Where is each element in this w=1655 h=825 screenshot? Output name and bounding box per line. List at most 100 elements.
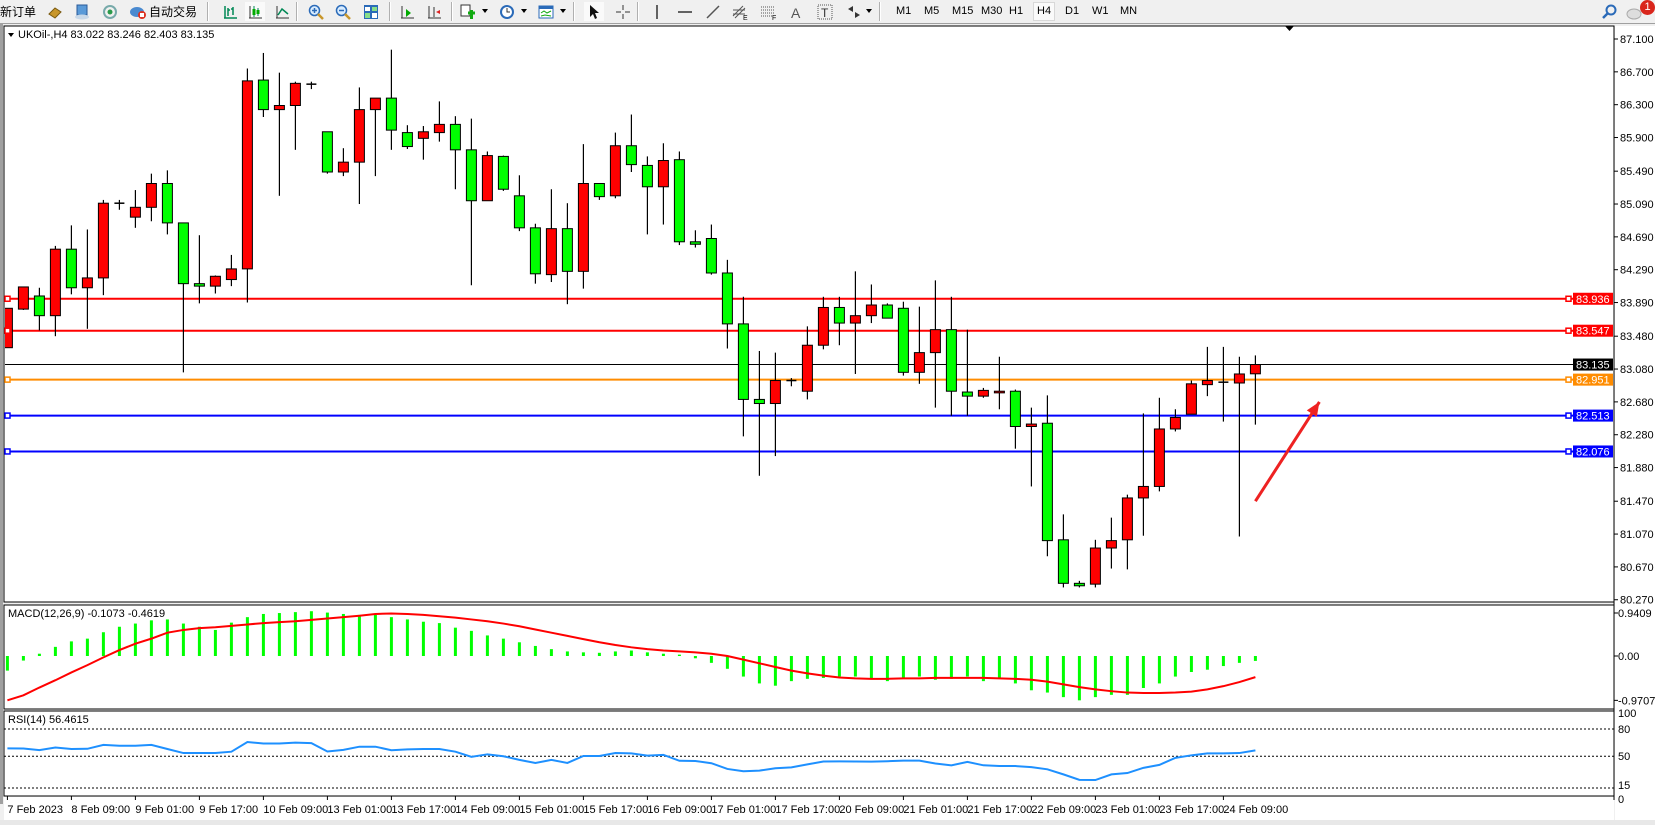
candle[interactable]: [481, 151, 493, 202]
templates-dropdown[interactable]: [560, 9, 566, 13]
candle[interactable]: [1201, 346, 1213, 397]
line-handle-right[interactable]: [1565, 327, 1572, 334]
new-order-button[interactable]: 新订单: [0, 2, 36, 21]
templates-icon[interactable]: [536, 2, 556, 21]
candle[interactable]: [17, 286, 29, 310]
text-icon[interactable]: A: [786, 2, 806, 21]
cursor-icon[interactable]: [584, 2, 604, 21]
time-axis[interactable]: [4, 797, 1614, 821]
candle[interactable]: [1169, 409, 1181, 432]
candle[interactable]: [1137, 413, 1149, 536]
crosshair-icon[interactable]: [613, 2, 633, 21]
line-handle-left[interactable]: [4, 376, 11, 383]
fibo-fan-icon[interactable]: F: [759, 2, 779, 21]
candle[interactable]: [769, 352, 781, 457]
candle[interactable]: [1121, 494, 1133, 570]
candlestick-icon[interactable]: [245, 2, 265, 21]
candle[interactable]: [849, 271, 861, 374]
indicators-icon[interactable]: [458, 2, 478, 21]
candle[interactable]: [705, 224, 717, 275]
candle[interactable]: [513, 175, 525, 232]
candle[interactable]: [1105, 517, 1117, 569]
candle[interactable]: [1009, 389, 1021, 449]
candle[interactable]: [641, 156, 653, 235]
timeframe-m15[interactable]: M15: [952, 5, 974, 17]
arrows-icon[interactable]: [844, 2, 864, 21]
search-icon[interactable]: [1600, 2, 1618, 21]
candle[interactable]: [289, 81, 301, 150]
candle[interactable]: [833, 296, 845, 346]
candle[interactable]: [465, 118, 477, 286]
candle[interactable]: [369, 97, 381, 177]
chart-shift-marker-icon[interactable]: [1285, 26, 1294, 31]
candle[interactable]: [961, 329, 973, 416]
candle[interactable]: [177, 222, 189, 373]
gold-bars-icon[interactable]: [45, 2, 65, 21]
signal-icon[interactable]: [100, 2, 120, 21]
candle[interactable]: [817, 296, 829, 350]
vertical-line-icon[interactable]: [647, 2, 667, 21]
timeframe-w1[interactable]: W1: [1092, 5, 1109, 17]
candle[interactable]: [145, 173, 157, 222]
timeframe-m5[interactable]: M5: [924, 5, 940, 17]
auto-trading-button[interactable]: 自动交易: [148, 2, 198, 21]
rsi-panel[interactable]: [3, 710, 1615, 797]
candle[interactable]: [1073, 580, 1085, 588]
candle[interactable]: [225, 254, 237, 287]
candle[interactable]: [737, 296, 749, 437]
line-handle-right[interactable]: [1565, 448, 1572, 455]
line-handle-left[interactable]: [4, 327, 11, 334]
candle[interactable]: [49, 245, 61, 337]
candle[interactable]: [801, 326, 813, 400]
candle[interactable]: [577, 144, 589, 289]
candle[interactable]: [913, 306, 925, 384]
candle[interactable]: [881, 303, 893, 319]
candle[interactable]: [417, 126, 429, 160]
line-handle-right[interactable]: [1565, 412, 1572, 419]
candle[interactable]: [1089, 539, 1101, 588]
candle[interactable]: [673, 151, 685, 246]
candle[interactable]: [433, 101, 445, 142]
timeframe-h1[interactable]: H1: [1009, 5, 1024, 17]
candle[interactable]: [625, 114, 637, 173]
candle[interactable]: [97, 199, 109, 296]
zoom-in-icon[interactable]: [306, 2, 326, 21]
candle[interactable]: [257, 52, 269, 117]
candle[interactable]: [1153, 397, 1165, 492]
periods-icon[interactable]: [497, 2, 517, 21]
chat-icon[interactable]: [1625, 2, 1643, 21]
main-price-panel[interactable]: [3, 25, 1615, 603]
candle[interactable]: [33, 287, 45, 331]
line-handle-left[interactable]: [4, 412, 11, 419]
price-axis[interactable]: [1615, 26, 1655, 821]
candle[interactable]: [609, 132, 621, 199]
candle[interactable]: [321, 131, 333, 174]
tile-windows-icon[interactable]: [361, 2, 381, 21]
candle[interactable]: [497, 155, 509, 191]
chart-shift-icon[interactable]: [424, 2, 444, 21]
candle[interactable]: [1218, 346, 1229, 422]
line-handle-right[interactable]: [1565, 376, 1572, 383]
timeframe-m30[interactable]: M30: [981, 5, 1003, 17]
candle[interactable]: [114, 199, 125, 210]
annotation-arrow[interactable]: [1254, 401, 1321, 503]
candle[interactable]: [945, 296, 957, 416]
arrows-dropdown[interactable]: [866, 9, 872, 13]
candle[interactable]: [209, 275, 221, 294]
bar-chart-icon[interactable]: [220, 2, 240, 21]
horizontal-line-icon[interactable]: [675, 2, 695, 21]
candle[interactable]: [721, 259, 733, 349]
candle[interactable]: [786, 378, 797, 387]
candle[interactable]: [1057, 514, 1069, 588]
candle[interactable]: [1025, 407, 1037, 487]
candle[interactable]: [689, 230, 701, 248]
auto-scroll-icon[interactable]: [397, 2, 417, 21]
candle[interactable]: [241, 68, 253, 303]
line-handle-right[interactable]: [1565, 295, 1572, 303]
auto-trading-icon[interactable]: [128, 2, 148, 21]
timeframe-mn[interactable]: MN: [1120, 5, 1138, 17]
candle[interactable]: [306, 81, 317, 90]
candle[interactable]: [529, 223, 541, 284]
text-label-icon[interactable]: T: [815, 2, 835, 21]
candle[interactable]: [129, 190, 141, 228]
